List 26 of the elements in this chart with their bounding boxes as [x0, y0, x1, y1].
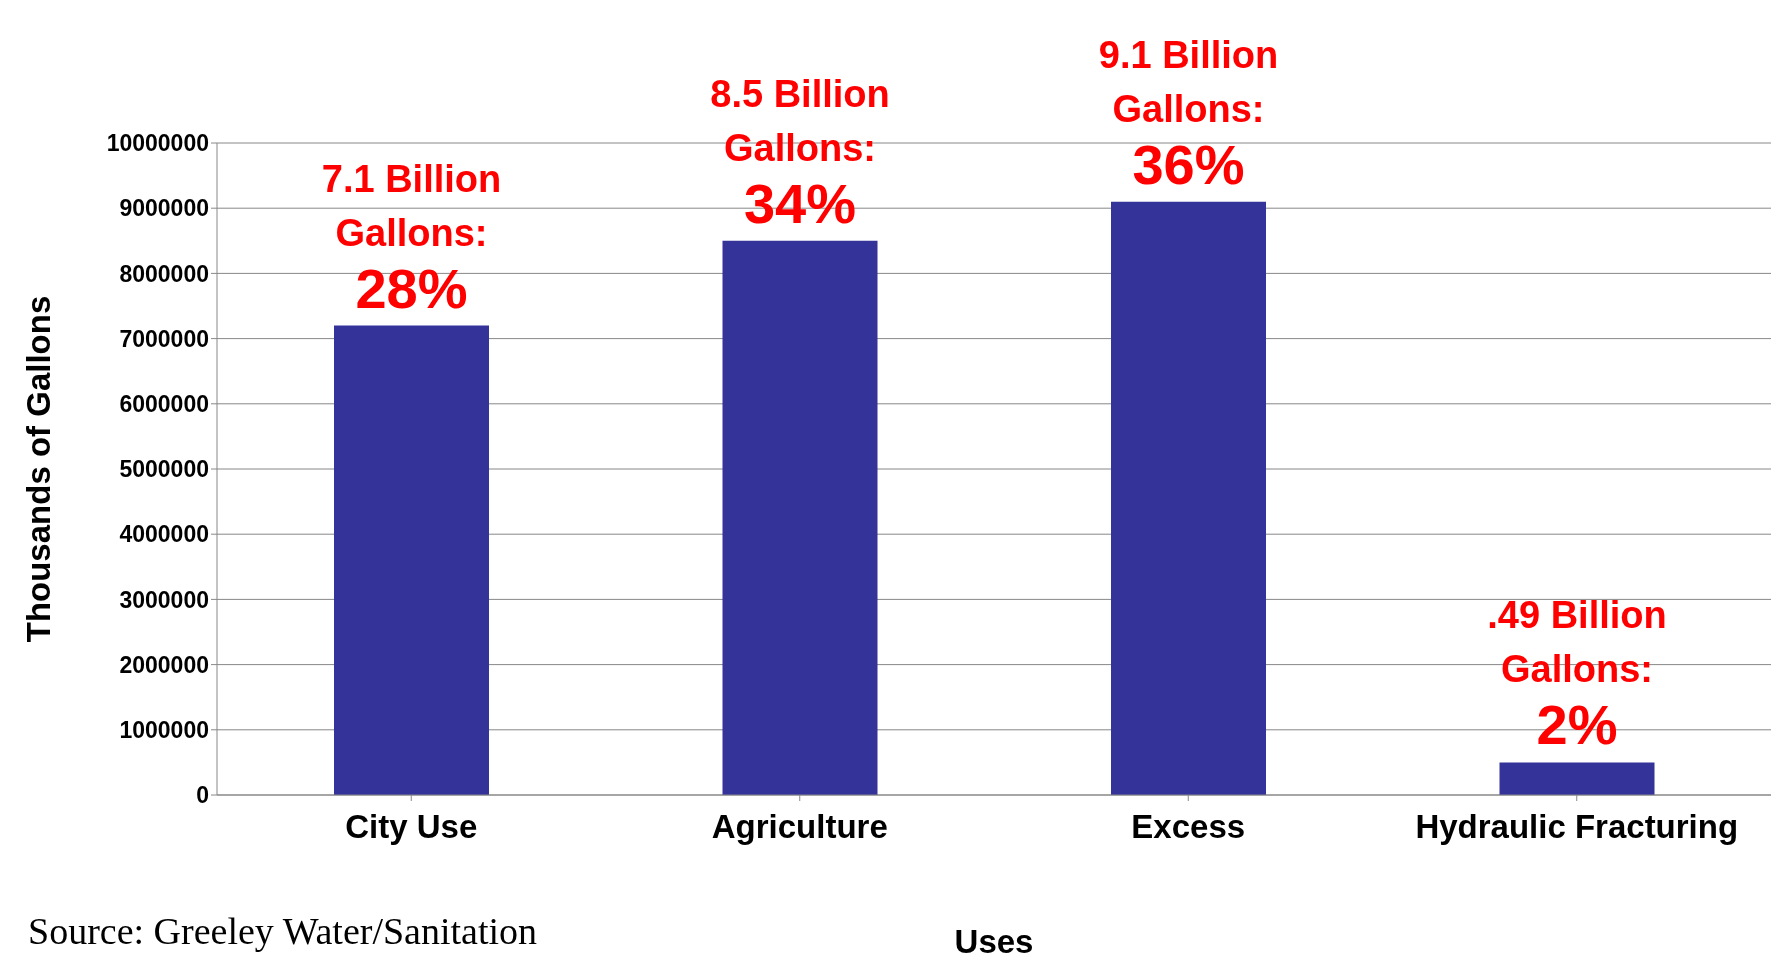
y-tick-label: 5000000: [119, 456, 209, 483]
y-axis-title: Thousands of Gallons: [19, 295, 57, 643]
bar: [1111, 201, 1266, 795]
x-tick-label: City Use: [345, 808, 478, 846]
annotation: 8.5 Billion Gallons: 34%: [710, 72, 890, 235]
y-tick-label: 4000000: [119, 521, 209, 548]
source-note: Source: Greeley Water/Sanitation: [28, 909, 538, 953]
y-tick-label: 9000000: [119, 195, 209, 222]
y-tick-label: 3000000: [119, 586, 209, 613]
y-tick-label: 10000000: [106, 130, 209, 157]
annotation: 9.1 Billion Gallons: 36%: [1098, 33, 1279, 196]
y-tick-label: 8000000: [119, 260, 209, 287]
y-tick-label: 0: [196, 782, 209, 809]
x-tick-label: Hydraulic Fracturing: [1415, 808, 1739, 846]
y-tick-label: 6000000: [119, 390, 209, 417]
x-tick-label: Excess: [1131, 808, 1246, 846]
annotation: .49 Billion Gallons: 2%: [1487, 594, 1667, 757]
y-tick-label: 1000000: [119, 716, 209, 743]
y-tick-label: 7000000: [119, 325, 209, 352]
x-tick-label: Agriculture: [711, 808, 888, 846]
y-tick-label: 2000000: [119, 651, 209, 678]
x-axis-title: Uses: [954, 923, 1034, 959]
bar: [722, 240, 878, 795]
annotation: 7.1 Billion Gallons: 28%: [321, 157, 502, 320]
bar: [334, 325, 489, 795]
bar: [1499, 762, 1655, 795]
